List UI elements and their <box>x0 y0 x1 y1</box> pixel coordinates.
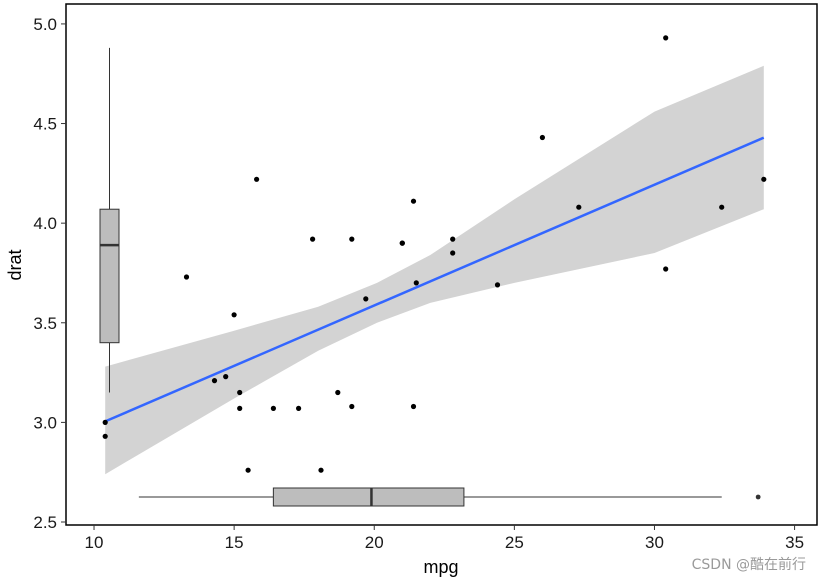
data-point <box>349 236 355 242</box>
data-point <box>310 236 316 242</box>
x-tick-label: 30 <box>645 533 664 552</box>
x-tick-label: 35 <box>785 533 804 552</box>
y-tick-label: 4.0 <box>33 214 57 233</box>
y-axis-ticks: 2.5 3.0 3.5 4.0 4.5 5.0 <box>33 15 66 532</box>
y-tick-label: 3.5 <box>33 314 57 333</box>
fit-line <box>104 136 765 423</box>
data-point <box>663 35 669 41</box>
y-tick-label: 2.5 <box>33 513 57 532</box>
data-point <box>663 266 669 272</box>
data-point <box>410 403 417 410</box>
data-point <box>539 134 546 141</box>
data-point <box>450 236 456 242</box>
data-point <box>237 405 243 411</box>
x-tick-label: 25 <box>505 533 524 552</box>
drat-boxplot-box <box>99 208 120 344</box>
data-point <box>363 296 369 302</box>
data-point <box>296 405 302 411</box>
data-point <box>450 250 456 256</box>
data-point <box>761 176 767 182</box>
data-point <box>245 467 251 473</box>
plot-panel-border <box>65 3 818 526</box>
mpg-boxplot-outlier <box>755 494 761 500</box>
data-point <box>102 433 108 439</box>
marginal-boxplot-layer <box>99 47 761 507</box>
data-point <box>413 280 419 286</box>
x-tick-label: 15 <box>225 533 244 552</box>
data-point <box>719 204 725 210</box>
confidence-band-layer <box>105 65 764 475</box>
y-tick-label: 4.5 <box>33 115 57 134</box>
data-point <box>410 198 417 204</box>
data-point <box>231 312 237 318</box>
x-axis-title: mpg <box>423 557 458 577</box>
data-point <box>237 389 243 396</box>
data-point <box>254 176 260 182</box>
watermark-text: CSDN @酷在前行 <box>692 556 806 573</box>
data-point <box>494 282 501 288</box>
y-axis-title: drat <box>5 249 25 280</box>
data-point <box>223 374 229 380</box>
data-point <box>183 274 190 280</box>
data-point <box>318 467 324 473</box>
data-point <box>576 204 582 210</box>
data-point-layer <box>102 35 767 473</box>
x-axis-ticks: 10 15 20 25 30 35 <box>85 525 804 552</box>
data-point <box>270 405 276 411</box>
y-tick-label: 3.0 <box>33 413 57 432</box>
fit-line-layer <box>104 136 765 423</box>
data-point <box>335 389 341 396</box>
data-point <box>211 378 218 384</box>
data-point <box>399 240 405 246</box>
mpg-boxplot-box <box>272 487 465 507</box>
confidence-band <box>105 65 764 475</box>
data-point <box>349 403 355 410</box>
y-tick-label: 5.0 <box>33 15 57 34</box>
data-point <box>102 419 108 425</box>
x-tick-label: 10 <box>85 533 104 552</box>
x-tick-label: 20 <box>365 533 384 552</box>
